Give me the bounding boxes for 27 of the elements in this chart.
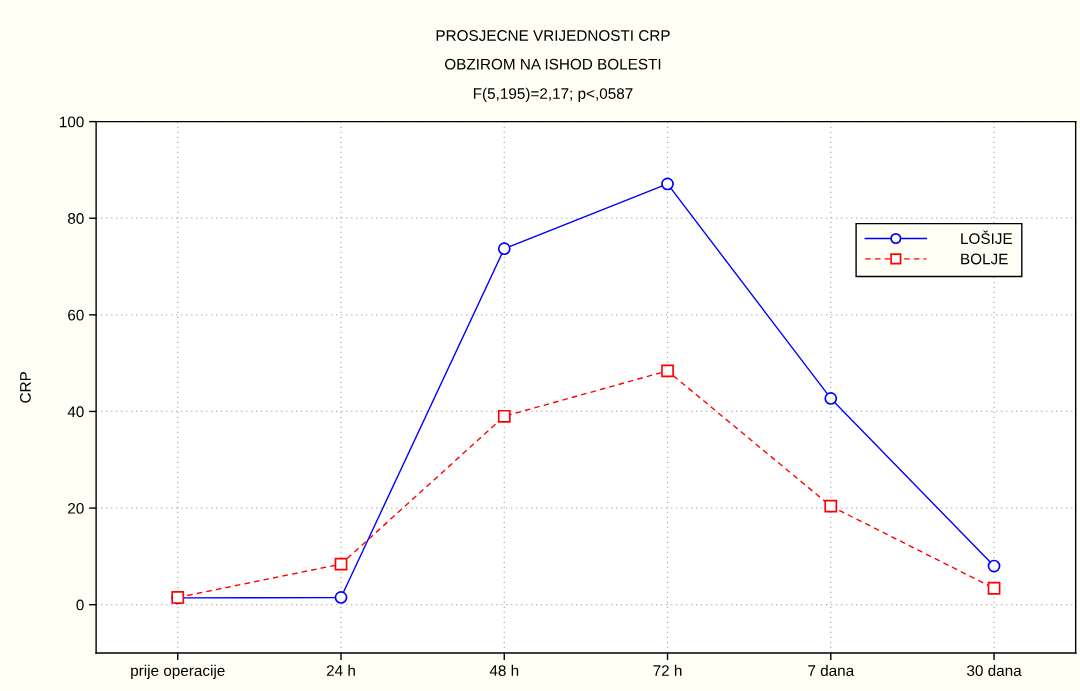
- y-tick-label: 20: [68, 502, 84, 514]
- y-tick-label: 80: [67, 213, 84, 224]
- point: [497, 242, 511, 256]
- point: [824, 392, 838, 405]
- point: [334, 557, 348, 571]
- legend-label: LOŠIJE: [961, 230, 1012, 245]
- y-tick-label: 40: [67, 406, 84, 418]
- legend-label: BOLJE: [961, 253, 1008, 265]
- x-tick-label: 24 h: [326, 664, 355, 676]
- y-tick-label: 60: [68, 309, 84, 321]
- chart-subtitle: F(5,195)=2,17; p<,0587: [473, 87, 633, 102]
- point: [661, 177, 674, 191]
- x-tick-label: 72 h: [653, 664, 682, 676]
- point: [987, 581, 1001, 595]
- y-tick-label: 0: [76, 599, 84, 611]
- y-tick-label: 100: [59, 116, 84, 128]
- point: [824, 499, 838, 513]
- point: [497, 409, 511, 423]
- chart-title: PROSJECNE VRIJEDNOSTI CRP OBZIROM NA ISHOD BOLESTI: [436, 30, 670, 70]
- x-tick-label: 48 h: [489, 664, 519, 677]
- x-tick-label: 30 dana: [967, 664, 1022, 677]
- x-tick-label: 7 dana: [808, 664, 855, 677]
- point: [987, 559, 1001, 573]
- y-axis-title: CRP: [19, 371, 31, 403]
- x-tick-label: prije operacije: [131, 664, 225, 680]
- point: [334, 591, 348, 604]
- point: [661, 364, 674, 378]
